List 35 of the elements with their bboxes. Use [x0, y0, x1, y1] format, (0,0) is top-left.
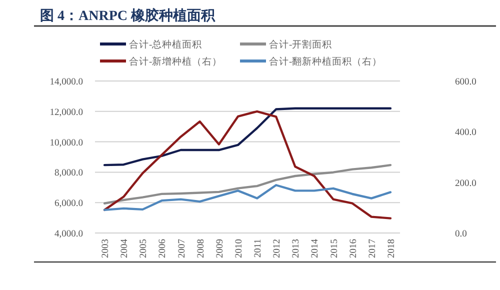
x-tick-label: 2006	[158, 238, 168, 258]
x-tick-label: 2008	[196, 238, 206, 258]
x-tick-label: 2003	[101, 238, 112, 258]
x-tick-label: 2014	[310, 238, 321, 258]
legend-label: 合计-新增种植（右）	[129, 56, 222, 68]
x-tick-label: 2015	[330, 238, 340, 258]
y2-tick-label: 0.0	[455, 230, 468, 240]
line-series	[103, 110, 392, 220]
x-tick-label: 2011	[254, 238, 264, 258]
chart-title: 图 4：ANRPC 橡胶种植面积	[40, 7, 216, 24]
x-tick-label: 2013	[292, 238, 302, 258]
y-tick-label: 6,000.0	[54, 199, 84, 210]
x-tick-label: 2005	[139, 238, 150, 258]
line-series	[103, 164, 392, 204]
x-tick-label: 2004	[120, 238, 130, 258]
legend-label: 合计-总种植面积	[129, 38, 202, 50]
x-tick-label: 2007	[177, 238, 188, 258]
x-tick-label: 2012	[272, 238, 283, 258]
y-tick-label: 12,000.0	[50, 108, 84, 118]
y2-tick-label: 200.0	[455, 178, 477, 189]
x-tick-label: 2017	[368, 238, 378, 258]
line-series	[103, 184, 392, 212]
y2-tick-label: 400.0	[455, 128, 477, 138]
x-tick-label: 2010	[234, 238, 244, 258]
y2-tick-label: 600.0	[455, 78, 477, 88]
x-tick-label: 2016	[348, 238, 359, 258]
line-series	[103, 107, 392, 166]
legend-label: 合计-翻新种植面积（右）	[269, 56, 382, 68]
y-tick-label: 10,000.0	[50, 138, 84, 148]
y-tick-label: 14,000.0	[50, 78, 84, 88]
y-tick-label: 4,000.0	[54, 230, 84, 240]
x-tick-label: 2018	[386, 238, 397, 258]
y-tick-label: 8,000.0	[54, 168, 84, 179]
x-tick-label: 2009	[215, 238, 226, 258]
legend-label: 合计-开割面积	[269, 38, 332, 50]
